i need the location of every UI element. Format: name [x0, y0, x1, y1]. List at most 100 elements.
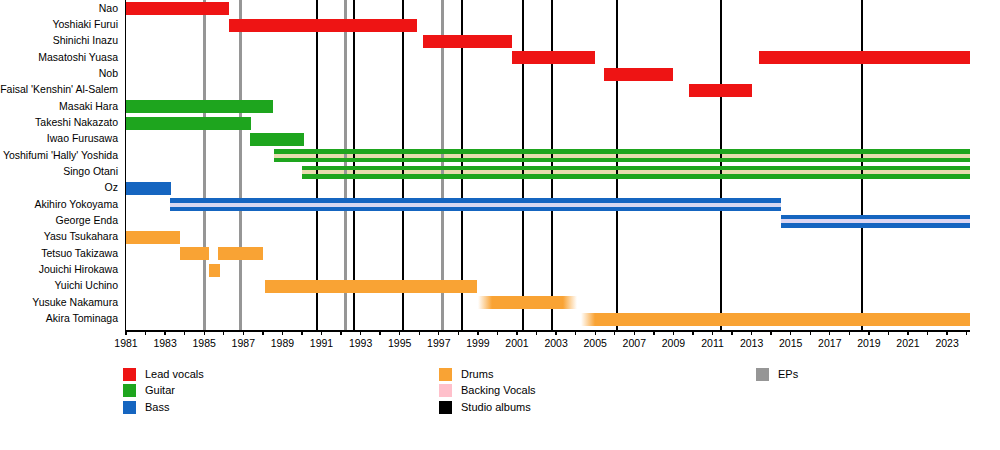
tenure-bar-bass: [126, 182, 171, 195]
member-label: George Enda: [0, 214, 118, 227]
x-axis-line: [125, 330, 971, 332]
legend-label: Lead vocals: [145, 368, 204, 381]
tenure-bar-lead_vocals: [604, 68, 673, 81]
legend-swatch: [439, 401, 452, 414]
axis-year-label: 2003: [536, 337, 576, 349]
axis-year-label: 1999: [458, 337, 498, 349]
axis-year-label: 1985: [184, 337, 224, 349]
axis-tick: [184, 330, 185, 335]
axis-tick: [731, 330, 732, 335]
axis-year-label: 2001: [497, 337, 537, 349]
ep-line: [239, 0, 242, 330]
tenure-bar-drums: [265, 280, 477, 293]
legend-label: Studio albums: [461, 401, 531, 414]
axis-year-label: 1983: [145, 337, 185, 349]
tenure-bar-guitar: [126, 117, 251, 130]
axis-tick: [692, 330, 693, 335]
axis-tick: [888, 330, 889, 335]
member-label: Akihiro Yokoyama: [0, 198, 118, 211]
axis-tick: [868, 330, 869, 335]
member-label: Masaki Hara: [0, 100, 118, 113]
tenure-bar-guitar: [302, 166, 970, 170]
axis-tick: [790, 330, 791, 335]
member-label: Nao: [0, 2, 118, 15]
legend-label: Backing Vocals: [461, 384, 536, 397]
axis-year-label: 2007: [614, 337, 654, 349]
axis-year-label: 2021: [888, 337, 928, 349]
member-label: Iwao Furusawa: [0, 132, 118, 145]
member-label: Shinichi Inazu: [0, 34, 118, 47]
axis-tick: [849, 330, 850, 335]
axis-tick: [614, 330, 615, 335]
member-label: Jouichi Hirokawa: [0, 263, 118, 276]
axis-tick: [458, 330, 459, 335]
axis-tick: [204, 330, 205, 335]
member-label: Singo Otani: [0, 165, 118, 178]
axis-tick: [712, 330, 713, 335]
axis-tick: [770, 330, 771, 335]
legend-label: EPs: [778, 368, 798, 381]
axis-year-label: 2013: [732, 337, 772, 349]
tenure-bar-lead_vocals: [423, 35, 512, 48]
axis-year-label: 1981: [106, 337, 146, 349]
member-label: Oz: [0, 181, 118, 194]
axis-tick: [497, 330, 498, 335]
axis-tick: [145, 330, 146, 335]
axis-tick: [810, 330, 811, 335]
axis-year-label: 2011: [693, 337, 733, 349]
axis-tick: [575, 330, 576, 335]
axis-year-label: 2015: [771, 337, 811, 349]
axis-tick: [653, 330, 654, 335]
axis-tick: [946, 330, 947, 335]
tenure-bar-lead_vocals: [512, 51, 595, 64]
member-label: Tetsuo Takizawa: [0, 247, 118, 260]
member-label: Yoshifumi 'Hally' Yoshida: [0, 149, 118, 162]
member-label: Yusuke Nakamura: [0, 296, 118, 309]
tenure-bar-lead_vocals: [759, 51, 970, 64]
axis-tick: [164, 330, 165, 335]
tenure-bar-guitar: [250, 133, 304, 146]
legend-swatch: [756, 368, 769, 381]
tenure-bar-bass: [781, 223, 970, 227]
tenure-bar-lead_vocals: [229, 19, 417, 32]
tenure-bar-guitar: [274, 158, 970, 162]
axis-tick: [966, 330, 967, 335]
legend-label: Drums: [461, 368, 493, 381]
axis-tick: [282, 330, 283, 335]
tenure-bar-drums: [581, 313, 970, 326]
tenure-bar-guitar: [302, 174, 970, 178]
axis-tick: [927, 330, 928, 335]
axis-tick: [301, 330, 302, 335]
legend-swatch: [123, 368, 136, 381]
member-label: Yasu Tsukahara: [0, 230, 118, 243]
axis-year-label: 1991: [302, 337, 342, 349]
axis-tick: [634, 330, 635, 335]
axis-year-label: 2009: [653, 337, 693, 349]
tenure-bar-drums: [478, 296, 577, 309]
axis-tick: [321, 330, 322, 335]
axis-tick: [419, 330, 420, 335]
axis-year-label: 2019: [849, 337, 889, 349]
legend-label: Guitar: [145, 384, 175, 397]
member-label: Yuichi Uchino: [0, 279, 118, 292]
member-label: Yoshiaki Furui: [0, 18, 118, 31]
axis-year-label: 1987: [223, 337, 263, 349]
tenure-bar-drums: [209, 264, 220, 277]
axis-tick: [477, 330, 478, 335]
legend-swatch: [439, 384, 452, 397]
axis-tick: [379, 330, 380, 335]
axis-tick: [399, 330, 400, 335]
axis-tick: [536, 330, 537, 335]
axis-year-label: 2017: [810, 337, 850, 349]
tenure-bar-lead_vocals: [126, 2, 229, 15]
axis-tick: [360, 330, 361, 335]
axis-tick: [262, 330, 263, 335]
member-label: Takeshi Nakazato: [0, 116, 118, 129]
axis-tick: [516, 330, 517, 335]
tenure-bar-drums: [218, 247, 263, 260]
tenure-bar-drums: [126, 231, 180, 244]
member-label: Akira Tominaga: [0, 312, 118, 325]
axis-year-label: 1989: [262, 337, 302, 349]
member-label: Nob: [0, 67, 118, 80]
axis-tick: [907, 330, 908, 335]
